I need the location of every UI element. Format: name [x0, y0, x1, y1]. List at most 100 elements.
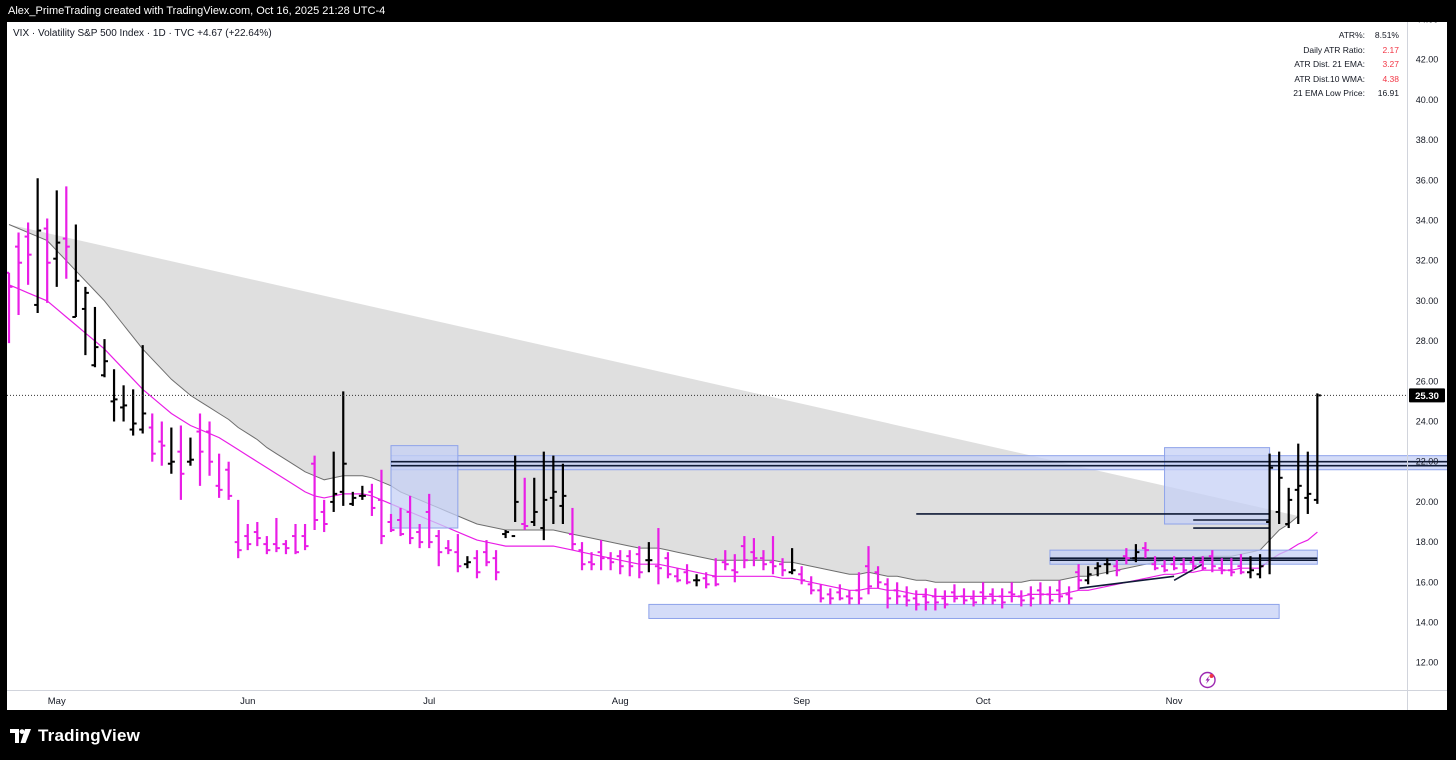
stat-value: 16.91 [1377, 88, 1399, 98]
ohlc-bar [1247, 556, 1254, 579]
ohlc-bar [53, 190, 61, 287]
x-tick-label: Aug [612, 696, 629, 707]
ohlc-bar [1189, 556, 1197, 571]
ohlc-bar [1256, 554, 1264, 579]
stat-row: ATR Dist.10 WMA: 4.38 [1293, 72, 1399, 87]
ohlc-bar [15, 232, 23, 315]
ohlc-bar [683, 564, 691, 585]
ohlc-bar [740, 536, 748, 569]
ohlc-bar [387, 513, 395, 533]
y-tick-label: 22.00 [1416, 457, 1439, 467]
tradingview-logo[interactable]: TradingView [10, 726, 140, 746]
ohlc-bar [454, 534, 462, 573]
stat-label: Daily ATR Ratio: [1303, 44, 1365, 55]
ohlc-bar [244, 524, 252, 551]
ohlc-bar [320, 499, 328, 533]
ohlc-bar [702, 572, 710, 589]
x-tick-label: Sep [793, 696, 810, 707]
ohlc-bar [884, 578, 892, 609]
stat-row: ATR%: 8.51% [1293, 28, 1399, 43]
ohlc-bar [912, 590, 920, 611]
ohlc-bar [186, 437, 194, 466]
stat-value: 8.51% [1374, 30, 1399, 40]
tradingview-logo-icon [10, 729, 31, 743]
ohlc-bar [397, 507, 405, 537]
ohlc-bar [1304, 451, 1312, 514]
ohlc-bar [1237, 554, 1245, 575]
ohlc-bar [941, 590, 949, 609]
ohlc-bar [779, 558, 787, 577]
event-marker-icon[interactable] [1199, 671, 1216, 689]
ohlc-bar [1065, 586, 1073, 605]
y-tick-label: 26.00 [1416, 376, 1439, 386]
y-tick-label: 36.00 [1416, 175, 1439, 185]
ohlc-bar [1141, 542, 1149, 559]
ema21-line [8, 284, 1318, 598]
ohlc-bar [101, 339, 108, 378]
ohlc-bar [731, 554, 739, 583]
ohlc-bar [492, 550, 500, 581]
ohlc-bar [1151, 556, 1159, 571]
stat-value: 4.38 [1382, 73, 1399, 84]
stat-label: ATR Dist. 21 EMA: [1294, 59, 1365, 69]
stat-value: 3.27 [1382, 59, 1399, 69]
price-chart[interactable]: 12.00 14.00 16.00 18.00 20.00 22.00 24.00 26.00… [7, 22, 1447, 710]
ohlc-bar [225, 461, 233, 500]
ohlc-bar [826, 588, 834, 605]
ohlc-bar [129, 389, 137, 436]
ohlc-bar [626, 550, 634, 577]
ohlc-bar [597, 540, 605, 571]
ohlc-bar [292, 524, 299, 555]
y-tick-label: 38.00 [1416, 135, 1439, 145]
ohlc-bar [1313, 393, 1321, 504]
tradingview-brand: TradingView [38, 726, 141, 745]
ohlc-bar [282, 540, 290, 555]
ohlc-bar [922, 588, 930, 611]
ohlc-bar [81, 286, 89, 356]
y-tick-label: 18.00 [1416, 537, 1439, 547]
chart-caption-bar: Alex_PrimeTrading created with TradingVi… [0, 0, 1456, 22]
ohlc-bar [91, 306, 99, 368]
y-tick-label: 28.00 [1416, 336, 1439, 346]
ohlc-bar [349, 491, 357, 506]
ohlc-bar [43, 218, 51, 303]
ohlc-bar [1218, 558, 1226, 575]
stat-value: 2.17 [1382, 44, 1399, 55]
ohlc-bar [807, 576, 815, 595]
last-price-label-bg [1409, 388, 1445, 403]
y-tick-label: 16.00 [1416, 577, 1439, 587]
ohlc-bar [693, 574, 701, 587]
ohlc-bar [1027, 586, 1035, 607]
ohlc-bar [196, 413, 204, 486]
ohlc-bar [674, 568, 681, 583]
chart-panel[interactable]: 12.00 14.00 16.00 18.00 20.00 22.00 24.00 26.00… [7, 22, 1447, 710]
ohlc-bar [645, 542, 653, 573]
stat-row: ATR Dist. 21 EMA: 3.27 [1293, 57, 1399, 72]
ohlc-bar [568, 507, 576, 551]
ohlc-bar [148, 413, 156, 462]
ohlc-bar [1094, 562, 1102, 577]
ohlc-bar [950, 584, 958, 603]
ohlc-bar [368, 483, 376, 516]
ohlc-bar [110, 369, 118, 422]
ohlc-bar [989, 588, 997, 605]
x-tick-label: Jun [240, 696, 255, 707]
ohlc-bar [1122, 548, 1130, 565]
ohlc-bar [759, 550, 767, 571]
ohlc-bar [120, 385, 128, 422]
ohlc-bar [435, 530, 443, 567]
stat-label: 21 EMA Low Price: [1293, 88, 1365, 98]
ohlc-bar [721, 550, 729, 571]
ohlc-bar [817, 584, 825, 603]
y-tick-label: 34.00 [1416, 216, 1439, 226]
ohlc-bar [263, 536, 271, 555]
ohlc-bar [72, 224, 80, 318]
y-tick-label: 30.00 [1416, 296, 1439, 306]
ohlc-bar [463, 556, 471, 569]
stat-label: ATR Dist.10 WMA: [1294, 73, 1365, 84]
ohlc-bar [836, 584, 844, 601]
y-tick-label: 40.00 [1416, 95, 1439, 105]
ohlc-bar [750, 538, 758, 567]
ohlc-bar [1036, 582, 1044, 605]
event-marker-bolt [1205, 676, 1211, 684]
